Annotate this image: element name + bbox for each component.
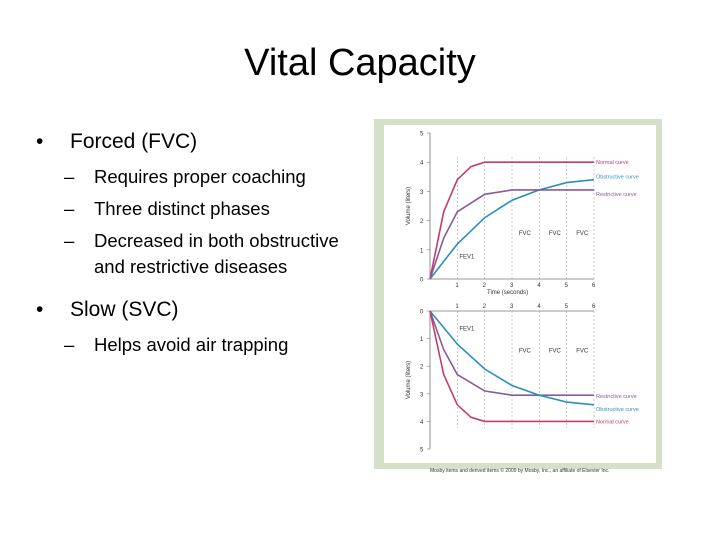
sub-bullet: – Requires proper coaching bbox=[36, 164, 356, 190]
bullet-dot-icon: • bbox=[36, 297, 44, 321]
sub-bullet-text: Helps avoid air trapping bbox=[94, 333, 289, 355]
y-axis-label: Volume (liters) bbox=[406, 187, 412, 225]
slide-title: Vital Capacity bbox=[244, 42, 476, 84]
series-line bbox=[429, 178, 595, 280]
fvc-label: FVC bbox=[519, 231, 532, 237]
legend-entry: Obstructive curve bbox=[596, 175, 639, 181]
sub-bullet-text: Three distinct phases bbox=[94, 197, 270, 219]
fvc-label: FVC bbox=[549, 348, 562, 354]
x-axis-label: Time (seconds) bbox=[487, 290, 528, 296]
series-line bbox=[429, 189, 594, 280]
fvc-label: FVC bbox=[549, 231, 562, 237]
legend-entry: Restrictive curve bbox=[596, 192, 637, 198]
legend-entry: Normal curve bbox=[596, 160, 629, 166]
bullet-dot-icon: • bbox=[36, 130, 44, 153]
bullet-forced: • Forced (FVC) bbox=[36, 130, 356, 154]
x-tick-label: 1 bbox=[455, 304, 459, 310]
y-tick-label: 3 bbox=[420, 190, 424, 196]
figure-credit: Mosby items and derived items © 2009 by … bbox=[430, 468, 610, 474]
y-tick-label: 4 bbox=[420, 420, 424, 426]
figure-paper bbox=[384, 125, 656, 463]
fvc-label: FVC bbox=[576, 348, 589, 354]
y-tick-label: 5 bbox=[420, 448, 424, 454]
spirometry-chart: 0 1 2 3 4 5 1 2 3 4 5 6 Time (seconds) Volume (liters… bbox=[384, 125, 656, 463]
x-tick-label: 6 bbox=[592, 283, 596, 289]
sub-bullet: – Helps avoid air trapping bbox=[36, 332, 356, 358]
dash-icon: – bbox=[64, 333, 75, 355]
fvc-label: FVC bbox=[576, 231, 589, 237]
y-tick-label: 1 bbox=[420, 248, 424, 254]
bullet-text: Forced (FVC) bbox=[70, 130, 198, 153]
y-tick-label: 0 bbox=[420, 310, 424, 316]
dash-icon: – bbox=[64, 197, 75, 219]
x-tick-label: 5 bbox=[565, 304, 569, 310]
dash-icon: – bbox=[64, 229, 75, 251]
series-line bbox=[429, 310, 594, 396]
sub-bullet-text: Requires proper coaching bbox=[94, 166, 306, 187]
x-tick-label: 4 bbox=[537, 304, 541, 310]
x-tick-label: 2 bbox=[483, 283, 487, 289]
x-tick-label: 4 bbox=[537, 283, 541, 289]
series-line bbox=[429, 310, 594, 423]
x-tick-label: 3 bbox=[510, 304, 514, 310]
y-tick-label: 1 bbox=[420, 337, 424, 343]
x-tick-label: 2 bbox=[483, 304, 487, 310]
y-tick-label: 2 bbox=[420, 365, 424, 371]
legend-entry: Obstructive curve bbox=[596, 407, 639, 413]
legend-entry: Restrictive curve bbox=[596, 394, 637, 400]
sub-bullet-text: Decreased in both obstructive and restri… bbox=[94, 229, 339, 277]
x-tick-label: 1 bbox=[455, 283, 459, 289]
y-axis-label: Volume (liters) bbox=[406, 361, 412, 399]
sub-bullet: – Three distinct phases bbox=[36, 196, 356, 222]
bullet-list: • Forced (FVC) – Requires proper coaching… bbox=[36, 130, 356, 363]
bullet-text: Slow (SVC) bbox=[70, 297, 179, 321]
x-tick-label: 5 bbox=[565, 283, 569, 289]
fev1-label: FEV1 bbox=[459, 326, 475, 332]
x-tick-label: 3 bbox=[510, 283, 514, 289]
x-tick-label: 6 bbox=[592, 304, 596, 310]
spirometry-figure: 0 1 2 3 4 5 1 2 3 4 5 6 Time (seconds) Volume (liters… bbox=[374, 119, 662, 469]
fvc-label: FVC bbox=[519, 348, 532, 354]
y-tick-label: 5 bbox=[420, 132, 424, 138]
sub-bullet: – Decreased in both obstructive and restr… bbox=[36, 228, 356, 280]
dash-icon: – bbox=[64, 166, 75, 187]
y-tick-label: 2 bbox=[420, 219, 424, 225]
y-tick-label: 3 bbox=[420, 392, 424, 398]
y-tick-label: 0 bbox=[420, 278, 424, 284]
series-line bbox=[429, 310, 595, 406]
bullet-slow: • Slow (SVC) bbox=[36, 298, 356, 322]
series-line bbox=[429, 161, 594, 280]
legend-entry: Normal curve bbox=[596, 419, 629, 425]
y-tick-label: 4 bbox=[420, 161, 424, 167]
fev1-label: FEV1 bbox=[459, 255, 475, 261]
